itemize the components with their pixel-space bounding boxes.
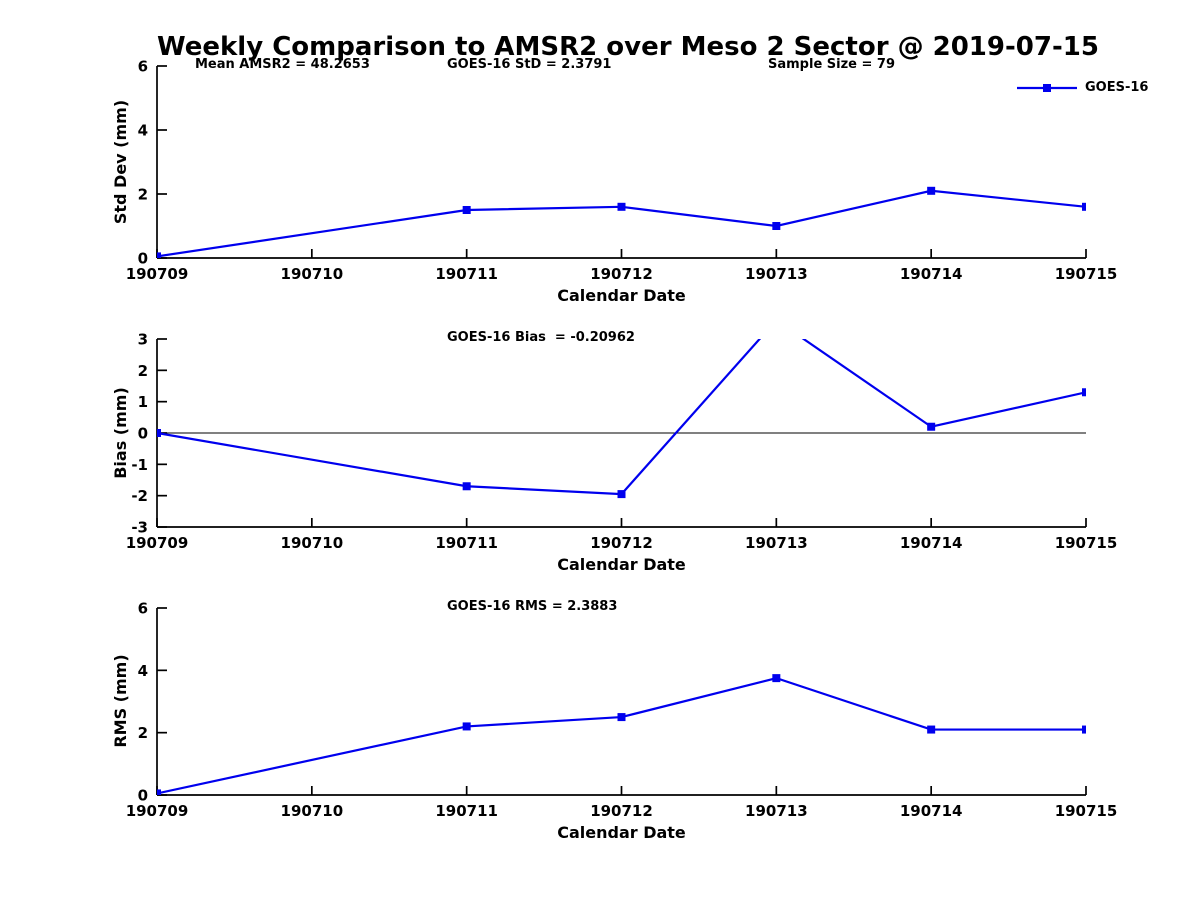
y-tick-label: -1 [131,456,148,474]
y-tick-label: 2 [138,724,148,742]
x-tick-label: 190711 [435,534,498,552]
data-point-marker [157,789,161,795]
y-tick-label: 3 [138,331,148,349]
annotation-goes16-rms: GOES-16 RMS = 2.3883 [447,599,618,614]
y-tick-label: 4 [138,662,148,680]
x-tick-label: 190714 [900,534,963,552]
legend: GOES-16 [1016,80,1148,95]
data-point-marker [462,206,471,214]
x-tick-label: 190715 [1055,802,1118,820]
data-point-marker [927,186,936,195]
x-tick-label: 190711 [435,802,498,820]
x-tick-label: 190714 [900,802,963,820]
data-point-marker [617,713,626,722]
x-tick-label: 190712 [590,534,653,552]
y-tick-label: -2 [131,487,148,505]
x-axis-label-rms: Calendar Date [557,823,686,842]
x-axis-label-stddev: Calendar Date [557,286,686,305]
x-tick-label: 190711 [435,265,498,283]
figure-title: Weekly Comparison to AMSR2 over Meso 2 S… [157,32,1099,62]
data-point-marker [772,222,781,230]
annotation-sample-size: Sample Size = 79 [768,57,896,72]
data-point-marker [617,490,626,499]
x-tick-label: 190712 [590,265,653,283]
annotation-mean-amsr2: Mean AMSR2 = 48.2653 [195,57,370,72]
annotation-goes16-std: GOES-16 StD = 2.3791 [447,57,612,72]
x-tick-label: 190713 [745,534,808,552]
data-point-marker [462,482,471,491]
data-point-marker [1082,202,1086,211]
x-tick-label: 190710 [281,802,344,820]
x-tick-label: 190714 [900,265,963,283]
x-tick-label: 190715 [1055,265,1118,283]
y-tick-label: 2 [138,186,148,204]
data-point-marker [617,202,626,211]
data-point-marker [157,429,161,437]
data-point-marker [772,674,781,683]
subplot-std-dev: 190709 190710 190711 190712 190713 190714 1907… [126,58,1118,284]
x-tick-label: 190710 [281,265,344,283]
data-point-marker [927,725,936,734]
data-point-marker [927,422,936,431]
x-tick-label: 190712 [590,802,653,820]
legend-label: GOES-16 [1085,80,1149,95]
x-tick-label: 190713 [745,802,808,820]
y-tick-label: 2 [138,362,148,380]
y-tick-label: -3 [131,519,148,537]
data-point-marker [157,252,161,258]
x-tick-label: 190709 [126,265,189,283]
x-tick-label: 190715 [1055,534,1118,552]
x-axis-label-bias: Calendar Date [557,555,686,574]
y-tick-label: 6 [138,58,148,76]
y-tick-label: 4 [138,122,148,140]
data-point-marker [1082,388,1086,397]
legend-line-marker-icon [1017,83,1077,92]
series-line-GOES-16 [157,339,1086,496]
x-tick-label: 190713 [745,265,808,283]
y-tick-label: 0 [138,425,148,443]
y-tick-label: 0 [138,787,148,805]
annotation-goes16-bias: GOES-16 Bias = -0.20962 [447,330,635,345]
y-tick-label: 0 [138,250,148,268]
x-tick-label: 190709 [126,534,189,552]
series-line-GOES-16 [157,189,1086,258]
series-line-GOES-16 [157,676,1086,795]
x-tick-label: 190710 [281,534,344,552]
data-point-marker [1082,725,1086,734]
data-point-marker [772,316,780,324]
y-tick-label: 6 [138,600,148,618]
y-tick-label: 1 [138,393,148,411]
x-tick-label: 190709 [126,802,189,820]
data-point-marker [462,722,471,731]
subplot-bias: 190709 190710 190711 190712 190713 190714 1907… [126,316,1118,553]
subplot-rms: 190709 190710 190711 190712 190713 190714 1907… [126,600,1118,821]
